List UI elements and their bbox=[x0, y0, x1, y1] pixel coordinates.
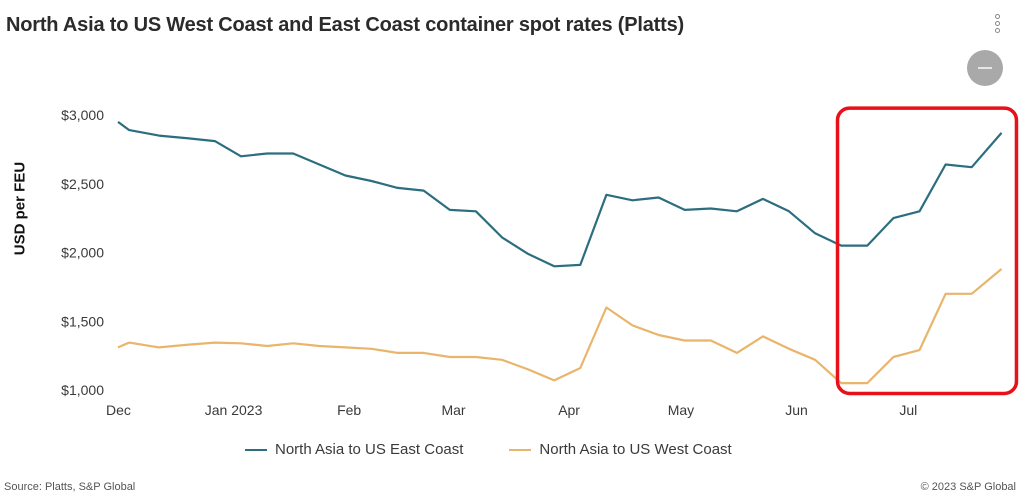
source-note: Source: Platts, S&P Global bbox=[4, 481, 136, 493]
legend-swatch bbox=[245, 448, 267, 451]
context-menu-icon[interactable] bbox=[990, 14, 1004, 42]
legend-item-west-coast[interactable]: North Asia to US West Coast bbox=[509, 441, 732, 458]
y-tick-label: $2,500 bbox=[61, 176, 104, 192]
x-tick-label: May bbox=[668, 402, 694, 418]
x-tick-label: Jul bbox=[899, 402, 917, 418]
copyright-note: © 2023 S&P Global bbox=[920, 481, 1016, 493]
legend-swatch bbox=[509, 448, 532, 451]
series-line-east-coast bbox=[117, 121, 1003, 268]
y-tick-labels: $1,000 $1,500 $2,000 $2,500 $3,000 bbox=[61, 107, 104, 398]
chart-title: North Asia to US West Coast and East Coa… bbox=[6, 14, 684, 36]
x-tick-labels: Dec Jan 2023 Feb Mar Apr May Jun Jul bbox=[106, 402, 917, 418]
menu-dot bbox=[994, 14, 1000, 19]
legend-item-east-coast[interactable]: North Asia to US East Coast bbox=[245, 441, 463, 458]
x-tick-label: Feb bbox=[337, 402, 361, 418]
y-tick-label: $1,500 bbox=[61, 313, 104, 329]
series-line-west-coast bbox=[117, 268, 1003, 385]
series-lines bbox=[117, 121, 1003, 385]
x-tick-label: Jan 2023 bbox=[205, 402, 263, 418]
highlight-rectangle bbox=[835, 106, 1019, 396]
zoom-out-button[interactable] bbox=[967, 50, 1003, 86]
x-tick-label: Jun bbox=[785, 402, 808, 418]
x-tick-label: Dec bbox=[106, 402, 131, 418]
y-tick-label: $1,000 bbox=[61, 382, 104, 398]
y-tick-label: $2,000 bbox=[61, 245, 104, 261]
legend-label: North Asia to US East Coast bbox=[275, 441, 464, 458]
legend: North Asia to US East Coast North Asia t… bbox=[245, 441, 778, 458]
menu-dot bbox=[994, 28, 1000, 33]
x-tick-label: Apr bbox=[558, 402, 580, 418]
y-tick-label: $3,000 bbox=[61, 107, 104, 123]
highlight-box bbox=[835, 106, 1019, 396]
legend-label: North Asia to US West Coast bbox=[539, 441, 732, 458]
menu-dot bbox=[994, 21, 1000, 26]
x-tick-label: Mar bbox=[441, 402, 465, 418]
